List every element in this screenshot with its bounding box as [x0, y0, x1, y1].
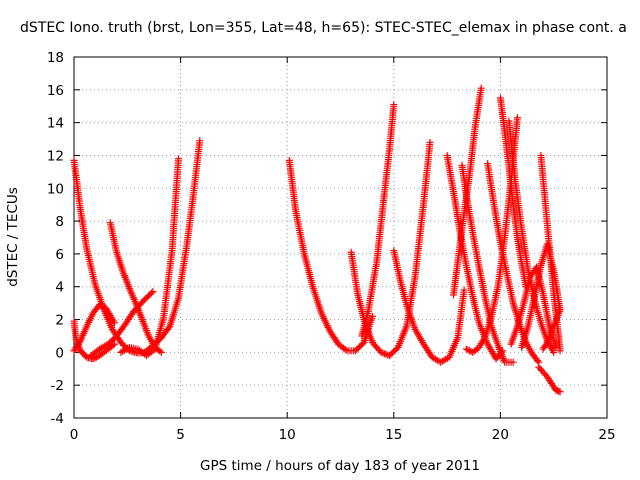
y-tick-label: 0 [55, 345, 64, 361]
series-marker-trail [484, 162, 541, 365]
y-tick-label: 18 [47, 50, 64, 66]
x-tick-label: 25 [598, 427, 615, 443]
y-tick-label: 12 [47, 148, 64, 164]
x-tick-label: 5 [176, 427, 185, 443]
y-axis: -4 -2 0 2 4 6 8 10 12 14 16 18 [47, 50, 607, 427]
series-11 [390, 247, 468, 366]
chart-title: dSTEC Iono. truth (brst, Lon=355, Lat=48… [20, 20, 627, 36]
series-marker-trail [536, 365, 563, 395]
series-marker-trail [358, 103, 398, 338]
series-marker-trail [119, 157, 182, 358]
x-tick-label: 15 [385, 427, 402, 443]
series-marker-trail [348, 141, 434, 359]
data-point [462, 345, 470, 353]
series-marker-trail [444, 154, 505, 361]
y-tick-label: 8 [55, 214, 64, 230]
series-marker-trail [107, 221, 164, 355]
series-3 [70, 301, 119, 355]
series-marker-trail [540, 308, 563, 351]
series-5 [106, 219, 165, 356]
series-marker-trail [70, 159, 148, 357]
data-series [70, 84, 564, 396]
y-tick-label: 2 [55, 313, 64, 329]
series-21 [518, 240, 564, 351]
series-23 [539, 306, 564, 353]
series-7 [140, 137, 204, 356]
series-22 [535, 363, 564, 396]
series-marker-trail [142, 139, 203, 355]
y-tick-label: -2 [51, 378, 64, 394]
y-tick-label: 10 [47, 181, 64, 197]
series-marker-trail [286, 159, 376, 355]
plot-frame [73, 56, 608, 419]
series-12 [443, 151, 507, 363]
series-13 [449, 84, 485, 299]
series-9 [347, 138, 434, 360]
series-6 [117, 155, 182, 360]
x-tick-label: 0 [70, 427, 79, 443]
series-marker-trail [497, 96, 530, 289]
series-1 [70, 156, 150, 357]
grid [74, 57, 607, 418]
x-tick-label: 10 [279, 427, 296, 443]
series-4 [87, 288, 157, 360]
series-marker-trail [450, 86, 485, 297]
y-tick-label: 4 [55, 280, 64, 296]
series-10 [358, 101, 398, 340]
x-axis-label: GPS time / hours of day 183 of year 2011 [200, 458, 480, 474]
y-tick-label: 6 [55, 247, 64, 263]
y-axis-label: dSTEC / TECUs [5, 187, 21, 287]
y-tick-label: 14 [47, 116, 64, 132]
series-marker-trail [518, 242, 564, 349]
series-marker-trail [71, 302, 117, 353]
y-tick-label: -4 [51, 411, 64, 427]
series-marker-trail [390, 249, 468, 365]
x-axis: 0 5 10 15 20 25 [70, 57, 616, 443]
series-8 [285, 156, 376, 355]
x-tick-label: 20 [492, 427, 509, 443]
y-tick-label: 16 [47, 83, 64, 99]
